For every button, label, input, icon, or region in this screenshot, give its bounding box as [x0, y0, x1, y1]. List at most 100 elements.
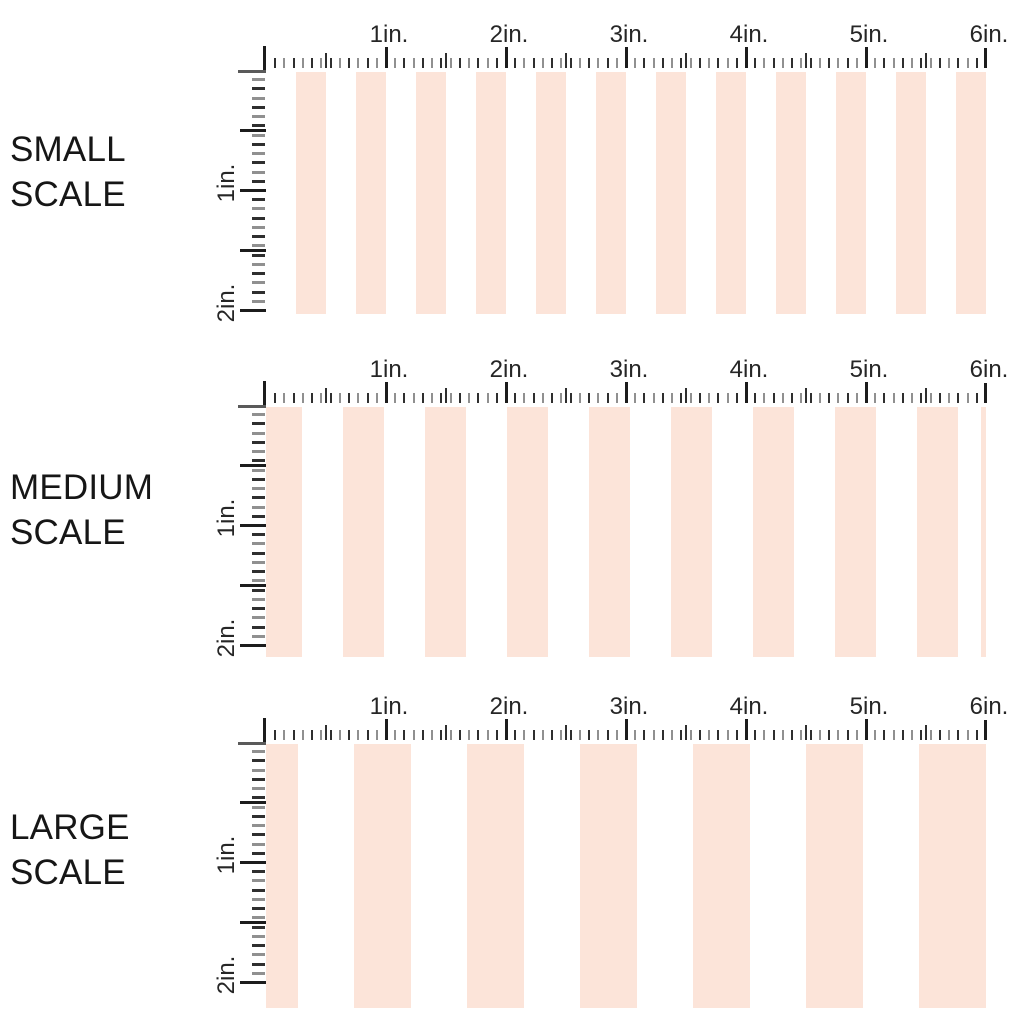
h-ruler-small-tick	[514, 730, 517, 740]
h-ruler-label-4in: 4in.	[729, 21, 769, 48]
h-ruler-small-tick	[551, 58, 554, 68]
h-ruler-inch-tick	[625, 382, 628, 403]
h-ruler-small-tick	[292, 58, 295, 68]
h-ruler-half-inch-tick	[565, 725, 567, 740]
h-ruler-label-1in: 1in.	[369, 693, 409, 720]
h-ruler-small-tick	[938, 393, 941, 403]
h-ruler-small-tick	[357, 393, 360, 403]
h-ruler-small-tick	[763, 730, 766, 740]
h-ruler-end-tick	[984, 48, 987, 68]
v-ruler-small-tick	[252, 514, 265, 518]
h-ruler-small-tick	[578, 58, 581, 68]
h-ruler-small-tick	[957, 393, 960, 403]
v-ruler-small-tick	[252, 934, 265, 938]
h-ruler-small-tick	[320, 393, 323, 403]
h-ruler-small-tick	[975, 58, 978, 68]
h-ruler-small-tick	[966, 58, 969, 68]
h-ruler-small-tick	[412, 393, 415, 403]
h-ruler-small-tick	[772, 58, 775, 68]
h-ruler-small-tick	[948, 58, 951, 68]
section-title-large-scale: LARGE SCALE	[10, 805, 130, 895]
h-ruler-small-tick	[495, 393, 498, 403]
h-ruler-small-tick	[477, 393, 480, 403]
v-ruler-small-tick	[252, 272, 265, 276]
h-ruler-small-tick	[311, 393, 314, 403]
v-ruler-small-tick	[252, 505, 265, 509]
h-ruler-small-tick	[966, 730, 969, 740]
h-ruler-small-tick	[735, 58, 738, 68]
h-ruler-inch-tick	[505, 47, 508, 68]
h-ruler-label-3in: 3in.	[609, 356, 649, 383]
h-ruler-small-tick	[421, 393, 424, 403]
section-title-line2: SCALE	[10, 175, 126, 214]
h-ruler-small-tick	[883, 730, 886, 740]
h-ruler-small-tick	[606, 730, 609, 740]
h-ruler-small-tick	[938, 730, 941, 740]
v-ruler-small-tick	[252, 96, 265, 100]
h-ruler-small-tick	[458, 393, 461, 403]
h-ruler-small-tick	[791, 393, 794, 403]
section-title-line2: SCALE	[10, 853, 126, 892]
h-ruler-small-tick	[338, 58, 341, 68]
h-ruler-small-tick	[403, 58, 406, 68]
v-ruler-zero-tick	[238, 405, 266, 408]
v-ruler-small-tick	[252, 78, 265, 82]
h-ruler-small-tick	[966, 393, 969, 403]
h-ruler-small-tick	[468, 730, 471, 740]
h-ruler-small-tick	[283, 393, 286, 403]
h-ruler-label-2in: 2in.	[489, 356, 529, 383]
h-ruler-inch-tick	[865, 382, 868, 403]
h-ruler-small-tick	[292, 730, 295, 740]
h-ruler-small-tick	[763, 58, 766, 68]
h-ruler-small-tick	[661, 393, 664, 403]
h-ruler-small-tick	[680, 730, 683, 740]
section-title-line1: LARGE	[10, 808, 130, 847]
h-ruler-small-tick	[652, 393, 655, 403]
h-ruler-small-tick	[855, 730, 858, 740]
v-ruler-small-tick	[252, 487, 265, 491]
v-ruler-half-inch-tick	[240, 129, 266, 132]
h-ruler-small-tick	[846, 730, 849, 740]
h-ruler-small-tick	[311, 58, 314, 68]
h-ruler-small-tick	[468, 393, 471, 403]
h-ruler-small-tick	[394, 730, 397, 740]
h-ruler-small-tick	[772, 730, 775, 740]
v-ruler-small-tick	[252, 450, 265, 454]
v-ruler-small-tick	[252, 944, 265, 948]
h-ruler-small-tick	[477, 58, 480, 68]
h-ruler-end-tick	[984, 383, 987, 403]
h-ruler-small-tick	[541, 393, 544, 403]
h-ruler-small-tick	[541, 58, 544, 68]
v-ruler-small-tick	[252, 759, 265, 763]
h-ruler-small-tick	[357, 58, 360, 68]
v-ruler-inch-tick	[240, 189, 266, 192]
h-ruler-label-4in: 4in.	[729, 693, 769, 720]
h-ruler-small-tick	[597, 58, 600, 68]
h-ruler-small-tick	[763, 393, 766, 403]
h-ruler-small-tick	[671, 730, 674, 740]
v-ruler-small-tick	[252, 916, 265, 920]
v-ruler-small-tick	[252, 290, 265, 294]
v-ruler-half-inch-tick	[240, 921, 266, 924]
h-ruler-small-tick	[569, 393, 572, 403]
h-ruler-small-tick	[874, 58, 877, 68]
v-ruler-small-tick	[252, 625, 265, 629]
v-ruler-small-tick	[252, 777, 265, 781]
v-ruler-small-tick	[252, 824, 265, 828]
h-ruler-small-tick	[708, 730, 711, 740]
h-ruler-small-tick	[560, 393, 563, 403]
h-ruler-small-tick	[597, 393, 600, 403]
h-ruler-inch-tick	[385, 47, 388, 68]
h-ruler-small-tick	[449, 730, 452, 740]
h-ruler-small-tick	[292, 393, 295, 403]
h-ruler-small-tick	[440, 58, 443, 68]
h-ruler-small-tick	[920, 58, 923, 68]
h-ruler-inch-tick	[865, 47, 868, 68]
h-ruler-label-6in: 6in.	[969, 693, 1009, 720]
h-ruler-small-tick	[846, 393, 849, 403]
h-ruler-small-tick	[412, 730, 415, 740]
h-ruler-small-tick	[781, 58, 784, 68]
v-ruler-small-tick	[252, 422, 265, 426]
h-ruler-label-5in: 5in.	[849, 356, 889, 383]
v-ruler-inch-tick	[240, 981, 266, 984]
